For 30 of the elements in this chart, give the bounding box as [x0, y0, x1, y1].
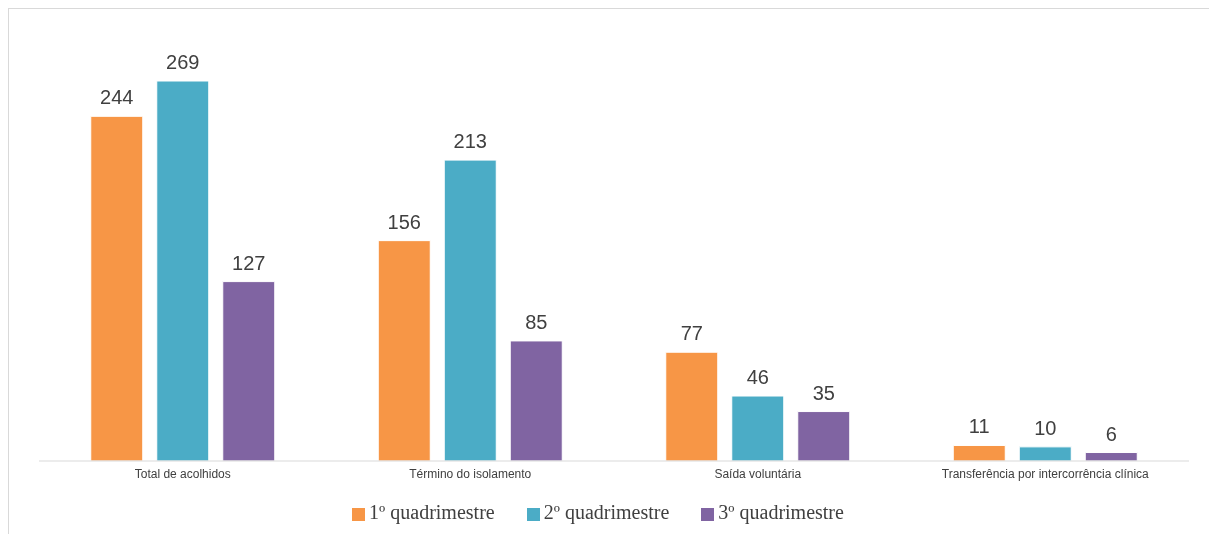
bar — [952, 444, 1006, 462]
bar — [509, 340, 563, 462]
legend-label: 1º quadrimestre — [369, 501, 495, 523]
bar — [1018, 446, 1072, 462]
bar — [377, 240, 431, 462]
data-label: 244 — [100, 86, 134, 109]
data-label: 46 — [746, 366, 769, 389]
bar — [731, 395, 785, 462]
x-tick-label: Término do isolamento — [409, 466, 532, 481]
data-label: 85 — [525, 310, 548, 333]
data-label: 269 — [166, 51, 200, 73]
bar — [443, 159, 497, 462]
data-label: 11 — [968, 415, 990, 438]
data-label: 6 — [1105, 422, 1117, 445]
data-label: 10 — [1034, 416, 1057, 439]
bar — [156, 80, 210, 462]
data-label: 35 — [812, 381, 835, 404]
legend-label: 2º quadrimestre — [543, 501, 670, 523]
bar — [90, 115, 144, 462]
data-label: 77 — [680, 322, 703, 345]
x-tick-label: Saída voluntária — [714, 466, 802, 481]
bar — [797, 411, 851, 462]
bar — [665, 351, 719, 462]
bar — [222, 281, 276, 462]
data-label: 156 — [387, 210, 421, 233]
data-label: 213 — [453, 130, 487, 153]
data-label: 127 — [232, 251, 266, 274]
legend-label: 3º quadrimestre — [718, 501, 844, 523]
x-tick-label: Transferência por intercorrência clínica — [941, 466, 1150, 481]
x-tick-label: Total de acolhidos — [134, 466, 231, 481]
